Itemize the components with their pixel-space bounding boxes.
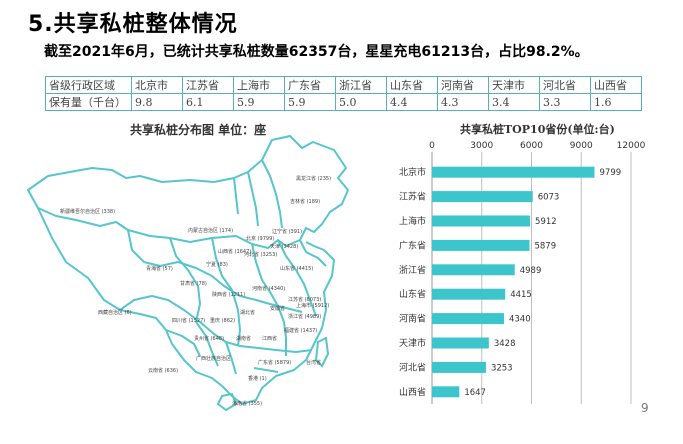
map-label: 河北省 (3253) xyxy=(244,251,277,258)
data-label: 5879 xyxy=(534,241,556,251)
map-label: 广西壮族自治区 xyxy=(196,355,231,362)
map-label: 吉林省 (189) xyxy=(290,198,320,205)
bar xyxy=(432,337,489,349)
data-label: 4989 xyxy=(520,266,542,276)
ownership-table: 省级行政区域 北京市 江苏省 上海市 广东省 浙江省 山东省 河南省 天津市 河… xyxy=(45,76,642,111)
map-label: 内蒙古自治区 (174) xyxy=(188,227,233,234)
map-label: 贵州省 (648) xyxy=(194,335,224,342)
chart-bars xyxy=(432,166,595,398)
x-tick-label: 12000 xyxy=(617,141,646,151)
map-label: 海南省 (355) xyxy=(232,400,262,407)
map-label: 甘肃省 (78) xyxy=(180,280,207,287)
map-label: 广东省 (5879) xyxy=(258,359,291,366)
data-label: 4415 xyxy=(510,290,532,300)
category-label: 北京市 xyxy=(399,166,426,178)
table-cell-value: 1.6 xyxy=(590,93,642,111)
category-label: 天津市 xyxy=(399,337,426,349)
bar xyxy=(432,386,460,398)
category-label: 山西省 xyxy=(399,386,426,398)
map-label: 福建省 (1437) xyxy=(284,327,317,334)
data-label: 4340 xyxy=(509,315,531,325)
map-labels: 黑龙江省 (235) 吉林省 (189) 辽宁省 (391) 新疆维吾尔自治区 … xyxy=(60,175,331,407)
map-label: 北京 (9799) xyxy=(246,235,274,242)
x-tick-label: 3000 xyxy=(470,141,493,151)
table-cell-province: 江苏省 xyxy=(182,76,234,94)
category-label: 河南省 xyxy=(399,313,426,325)
hainan-shape xyxy=(216,392,238,412)
map-label: 重庆 (862) xyxy=(210,317,235,324)
bar xyxy=(432,191,533,203)
map-label: 浙江省 (4989) xyxy=(288,313,321,320)
map-label: 河南省 (4340) xyxy=(252,285,285,292)
map-label: 西藏自治区 (6) xyxy=(98,309,132,316)
x-tick-label: 6000 xyxy=(520,141,543,151)
map-label: 青海省 (57) xyxy=(146,265,173,272)
map-label: 云南省 (636) xyxy=(148,367,178,374)
category-label: 河北省 xyxy=(399,361,426,373)
category-label: 山东省 xyxy=(399,288,426,300)
table-cell-province: 山西省 xyxy=(590,76,642,94)
map-label: 湖南省 xyxy=(236,335,251,342)
x-tick-label: 9000 xyxy=(570,141,593,151)
map-label: 湖北省 xyxy=(240,309,255,316)
data-label: 3253 xyxy=(491,363,513,373)
map-label: 安徽省 xyxy=(270,305,285,312)
map-title: 共享私桩分布图 单位：座 xyxy=(130,123,267,137)
table-header-row: 省级行政区域 北京市 江苏省 上海市 广东省 浙江省 山东省 河南省 天津市 河… xyxy=(45,76,642,94)
map-label: 天津 (3428) xyxy=(270,243,298,250)
bar xyxy=(432,361,486,373)
taiwan-shape xyxy=(314,336,330,368)
table-cell-value: 3.3 xyxy=(539,93,591,111)
data-label: 6073 xyxy=(538,193,560,203)
map-label: 山西省 (1647) xyxy=(218,248,251,255)
map-label: 上海市 (5912) xyxy=(296,302,329,309)
bar xyxy=(432,264,515,276)
map-label: 江苏省 (6073) xyxy=(288,296,321,303)
page-number: 9 xyxy=(641,401,649,415)
map-label: 宁夏 (83) xyxy=(206,261,228,268)
data-label: 1647 xyxy=(464,388,486,398)
table-cell-value: 3.4 xyxy=(488,93,540,111)
bar xyxy=(432,166,595,178)
map-label: 陕西省 (1211) xyxy=(212,291,245,298)
map-outline xyxy=(27,135,349,405)
table-cell-value: 9.8 xyxy=(131,93,183,111)
table-row-header: 保有量（千台） xyxy=(45,93,132,111)
data-label: 5912 xyxy=(535,217,557,227)
category-label: 浙江省 xyxy=(399,264,426,276)
data-labels: 9799 6073 5912 5879 4989 4415 4340 3428 3253 1647 xyxy=(464,168,621,398)
category-label: 广东省 xyxy=(399,239,426,251)
map-label: 新疆维吾尔自治区 (338) xyxy=(60,208,115,215)
map-label: 山东省 (4415) xyxy=(280,265,313,272)
data-label: 9799 xyxy=(600,168,622,178)
map-label: 香港 (1) xyxy=(248,375,267,382)
map-label: 江西省 xyxy=(262,335,277,342)
chart-title: 共享私桩TOP10省份(单位:台) xyxy=(460,123,615,136)
bar xyxy=(432,215,531,227)
bar xyxy=(432,288,506,300)
map-label: 四川省 (1527) xyxy=(172,317,205,324)
bar xyxy=(432,313,504,325)
bar xyxy=(432,239,530,251)
table-cell-value: 4.3 xyxy=(437,93,489,111)
x-tick-label: 0 xyxy=(429,141,435,151)
x-axis-ticks: 0 3000 6000 9000 12000 xyxy=(429,141,645,151)
table-value-row: 保有量（千台） 9.8 6.1 5.9 5.9 5.0 4.4 4.3 3.4 … xyxy=(45,93,642,111)
slide-title: 5.共享私桩整体情况 xyxy=(28,12,238,37)
map-label: 黑龙江省 (235) xyxy=(296,175,331,182)
data-label: 3428 xyxy=(494,339,516,349)
map-label: 台湾省 xyxy=(306,359,321,366)
table-row-header: 省级行政区域 xyxy=(45,76,132,94)
category-label: 江苏省 xyxy=(399,191,426,203)
table-cell-province: 河南省 xyxy=(437,76,489,94)
category-label: 上海市 xyxy=(399,215,426,227)
map-label: 辽宁省 (391) xyxy=(272,228,302,235)
table-cell-province: 天津市 xyxy=(488,76,540,94)
slide-subtitle: 截至2021年6月，已统计共享私桩数量62357台，星星充电61213台，占比9… xyxy=(44,44,589,60)
